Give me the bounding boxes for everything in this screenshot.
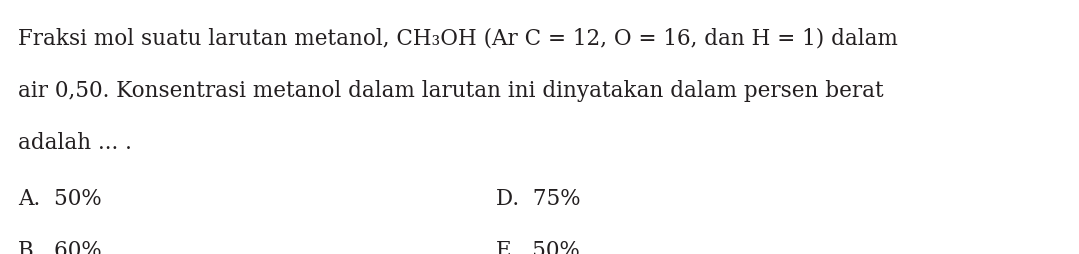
Text: A.  50%: A. 50% [18,187,101,209]
Text: air 0,50. Konsentrasi metanol dalam larutan ini dinyatakan dalam persen berat: air 0,50. Konsentrasi metanol dalam laru… [18,80,884,102]
Text: D.  75%: D. 75% [496,187,581,209]
Text: adalah ... .: adalah ... . [18,132,132,153]
Text: Fraksi mol suatu larutan metanol, CH₃OH (Ar C = 12, O = 16, dan H = 1) dalam: Fraksi mol suatu larutan metanol, CH₃OH … [18,28,898,50]
Text: E.  50%: E. 50% [496,239,581,254]
Text: B.  60%: B. 60% [18,239,101,254]
